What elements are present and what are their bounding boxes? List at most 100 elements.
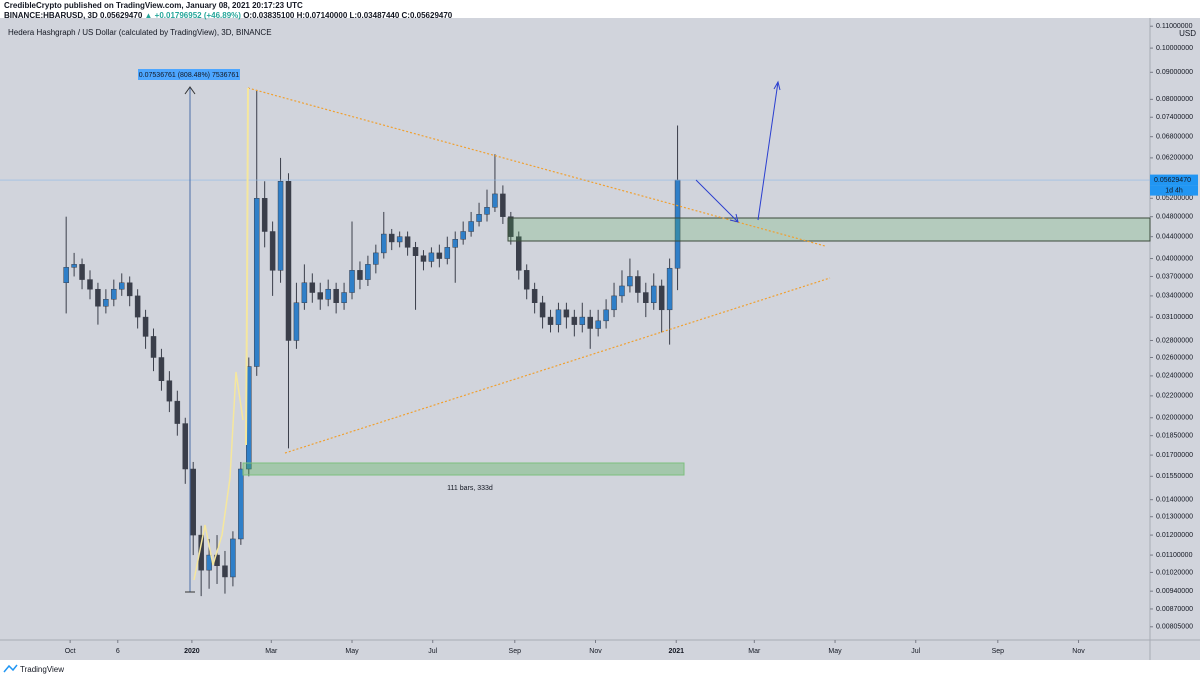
candle-body: [492, 193, 498, 208]
candle-body: [71, 264, 77, 268]
candle-body: [539, 302, 546, 318]
candle-body: [182, 423, 189, 470]
arrowhead: [729, 213, 739, 223]
countdown-box: [1150, 185, 1198, 196]
highlight-line: [245, 87, 249, 446]
x-tick-label: Sep: [992, 648, 1005, 655]
candle-body: [206, 554, 212, 571]
candle-body: [603, 309, 609, 322]
y-tick-label: 0.00805000: [1156, 624, 1193, 631]
arrowhead: [773, 80, 781, 91]
trend-line: [284, 277, 831, 454]
symbol: BINANCE:HBARUSD, 3D: [4, 11, 98, 20]
x-tick-label: Nov: [589, 648, 602, 655]
candle-body: [357, 270, 363, 280]
x-tick-label: May: [828, 648, 842, 655]
measure-label-box: [138, 69, 240, 80]
range-band: [242, 462, 685, 476]
candle-body: [87, 279, 93, 290]
chart-title: Hedera Hashgraph / US Dollar (calculated…: [8, 28, 272, 37]
candle-body: [396, 236, 403, 243]
x-tick-label: Oct: [65, 648, 76, 655]
candle-body: [301, 282, 308, 303]
y-tick-label: 0.01100000: [1156, 552, 1193, 559]
y-tick-label: 0.04800000: [1156, 214, 1193, 221]
y-tick-label: 0.02000000: [1156, 415, 1193, 422]
candle-body: [325, 288, 331, 300]
x-tick-label: Nov: [1072, 648, 1085, 655]
candle-body: [190, 468, 196, 536]
x-tick-label: Mar: [265, 648, 278, 655]
candle-body: [198, 534, 204, 571]
candle-body: [79, 264, 85, 280]
y-tick-label: 0.02400000: [1156, 373, 1193, 380]
y-tick-label: 0.00870000: [1156, 606, 1193, 613]
x-tick-label: Jul: [428, 648, 437, 655]
change: ▲ +0.01796952 (+46.89%): [145, 11, 242, 20]
candle-body: [484, 207, 490, 215]
y-tick-label: 0.04000000: [1156, 255, 1193, 262]
footer-logo: TradingView: [3, 664, 64, 674]
candle-body: [555, 309, 562, 325]
candle-body: [63, 267, 69, 284]
ohlc: O:0.03835100 H:0.07140000 L:0.03487440 C…: [243, 11, 453, 20]
candle-body: [103, 299, 109, 307]
candle-body: [95, 288, 101, 307]
candle-body: [333, 288, 339, 303]
arrow: [695, 179, 739, 223]
candle-body: [619, 285, 625, 297]
candle-body: [317, 292, 324, 300]
candle-body: [412, 247, 419, 256]
candle-body: [381, 233, 387, 254]
candle-body: [523, 270, 530, 290]
candle-body: [476, 214, 482, 222]
zone-box: [507, 217, 1151, 242]
candle-body: [587, 316, 593, 329]
measure-label: 0.07536761 (808.48%) 7536761: [139, 72, 240, 79]
candle-body: [222, 565, 228, 578]
candle-body: [436, 252, 443, 259]
candle-body: [595, 320, 601, 329]
y-tick-label: 0.06200000: [1156, 155, 1193, 162]
y-tick-label: 0.01550000: [1156, 473, 1193, 480]
candle-body: [627, 276, 633, 287]
candle-body: [341, 292, 347, 303]
candle-body: [468, 221, 474, 232]
candle-body: [277, 181, 284, 271]
y-tick-label: 0.10000000: [1156, 45, 1193, 52]
candle-body: [126, 282, 133, 297]
plot-background: [0, 18, 1150, 660]
candle-body: [253, 198, 260, 367]
last-price-label: 0.05629470: [1154, 177, 1191, 184]
logo-icon: [3, 664, 18, 673]
y-tick-label: 0.05200000: [1156, 195, 1193, 202]
x-tick-label: Jul: [911, 648, 920, 655]
y-tick-label: 0.02200000: [1156, 393, 1193, 400]
candle-body: [404, 236, 411, 248]
measure-arrowhead: [184, 86, 196, 95]
candle-body: [666, 267, 673, 311]
candle-body: [531, 288, 538, 303]
candle-body: [238, 468, 244, 540]
range-label: 111 bars, 333d: [447, 485, 493, 492]
y-tick-label: 0.01850000: [1156, 433, 1193, 440]
candle-body: [452, 239, 458, 248]
candle-body: [142, 316, 149, 337]
y-tick-label: 0.08000000: [1156, 96, 1193, 103]
candle-body: [444, 247, 451, 259]
candle-body: [516, 236, 522, 271]
candle-body: [388, 233, 395, 243]
candle-body: [563, 309, 570, 318]
candle-body: [658, 285, 665, 311]
footer-brand: TradingView: [20, 665, 64, 674]
candle-body: [285, 181, 292, 341]
candle-body: [261, 198, 268, 232]
last-price: 0.05629470: [100, 11, 143, 20]
candle-body: [111, 288, 117, 300]
header-line: CredibleCrypto published on TradingView.…: [4, 1, 303, 10]
candles: [0, 90, 1150, 597]
x-tick-label: 6: [116, 648, 120, 655]
candle-body: [420, 255, 427, 262]
x-tick-label: Mar: [748, 648, 761, 655]
